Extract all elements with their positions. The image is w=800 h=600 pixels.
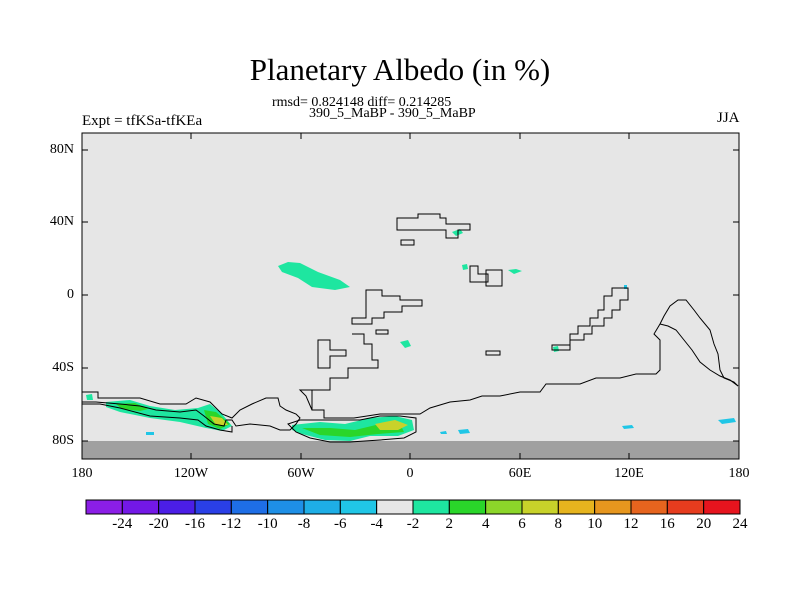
- colorbar-box: [485, 499, 523, 515]
- colorbar-box: [194, 499, 232, 515]
- colorbar-box: [412, 499, 450, 515]
- lat-label-40n: 40N: [49, 214, 74, 229]
- antarctic-band: [82, 441, 739, 459]
- lon-label-120e: 120E: [614, 466, 644, 481]
- colorbar-box: [703, 499, 741, 515]
- colorbar-box: [448, 499, 487, 515]
- colorbar-label: 12: [623, 516, 639, 532]
- colorbar-box: [85, 499, 123, 515]
- colorbar-label: 4: [481, 516, 490, 532]
- colorbar-label: -16: [185, 516, 205, 532]
- colorbar-box: [339, 499, 378, 515]
- colorbar-label: 24: [732, 516, 748, 532]
- case-line: 390_5_MaBP - 390_5_MaBP: [309, 106, 476, 121]
- lon-label-120w: 120W: [173, 466, 209, 481]
- lon-label-60w: 60W: [287, 466, 315, 481]
- colorbar-label: -8: [297, 516, 311, 532]
- colorbar-label: -6: [334, 516, 347, 532]
- colorbar-label: 16: [659, 516, 675, 532]
- colorbar-box: [303, 499, 341, 515]
- colorbar-label: -2: [406, 516, 420, 532]
- colorbar-box: [630, 499, 668, 515]
- colorbar-label: -4: [370, 516, 383, 532]
- colorbar-label: 10: [587, 516, 603, 532]
- contour-fills: [86, 229, 736, 441]
- colorbar-label: 20: [696, 516, 712, 532]
- lon-label-180e: 180: [728, 466, 750, 481]
- colorbar-label: -10: [257, 516, 278, 532]
- colorbar-label: -24: [112, 516, 133, 532]
- coastlines: [82, 213, 739, 443]
- lat-label-80s: 80S: [52, 433, 74, 448]
- lat-label-40s: 40S: [52, 360, 74, 375]
- colorbar-box: [521, 499, 559, 515]
- colorbar-box: [557, 499, 596, 515]
- colorbar-label: 6: [518, 516, 526, 532]
- axis-ticks: [81, 133, 740, 459]
- lat-label-0: 0: [67, 287, 74, 302]
- lon-label-60e: 60E: [508, 466, 532, 481]
- colorbar-box: [666, 499, 705, 515]
- map-background: [82, 133, 739, 459]
- colorbar: [85, 499, 741, 515]
- colorbar-box: [230, 499, 269, 515]
- lon-label-0: 0: [406, 466, 414, 481]
- colorbar-label: -20: [148, 516, 169, 532]
- colorbar-box: [267, 499, 305, 515]
- colorbar-box: [121, 499, 160, 515]
- lon-label-180w: 180: [71, 466, 93, 481]
- colorbar-box: [376, 499, 414, 515]
- colorbar-label: 8: [554, 516, 563, 532]
- stats-line: rmsd= 0.824148 diff= 0.214285: [272, 95, 452, 110]
- season-label: JJA: [717, 110, 740, 126]
- colorbar-label: 2: [445, 516, 454, 532]
- lat-label-80n: 80N: [49, 142, 74, 157]
- colorbar-box: [158, 499, 196, 515]
- colorbar-label: -12: [221, 516, 242, 532]
- colorbar-box: [594, 499, 632, 515]
- map-title: Planetary Albedo (in %): [249, 52, 551, 87]
- experiment-label: Expt = tfKSa-tfKEa: [82, 113, 203, 129]
